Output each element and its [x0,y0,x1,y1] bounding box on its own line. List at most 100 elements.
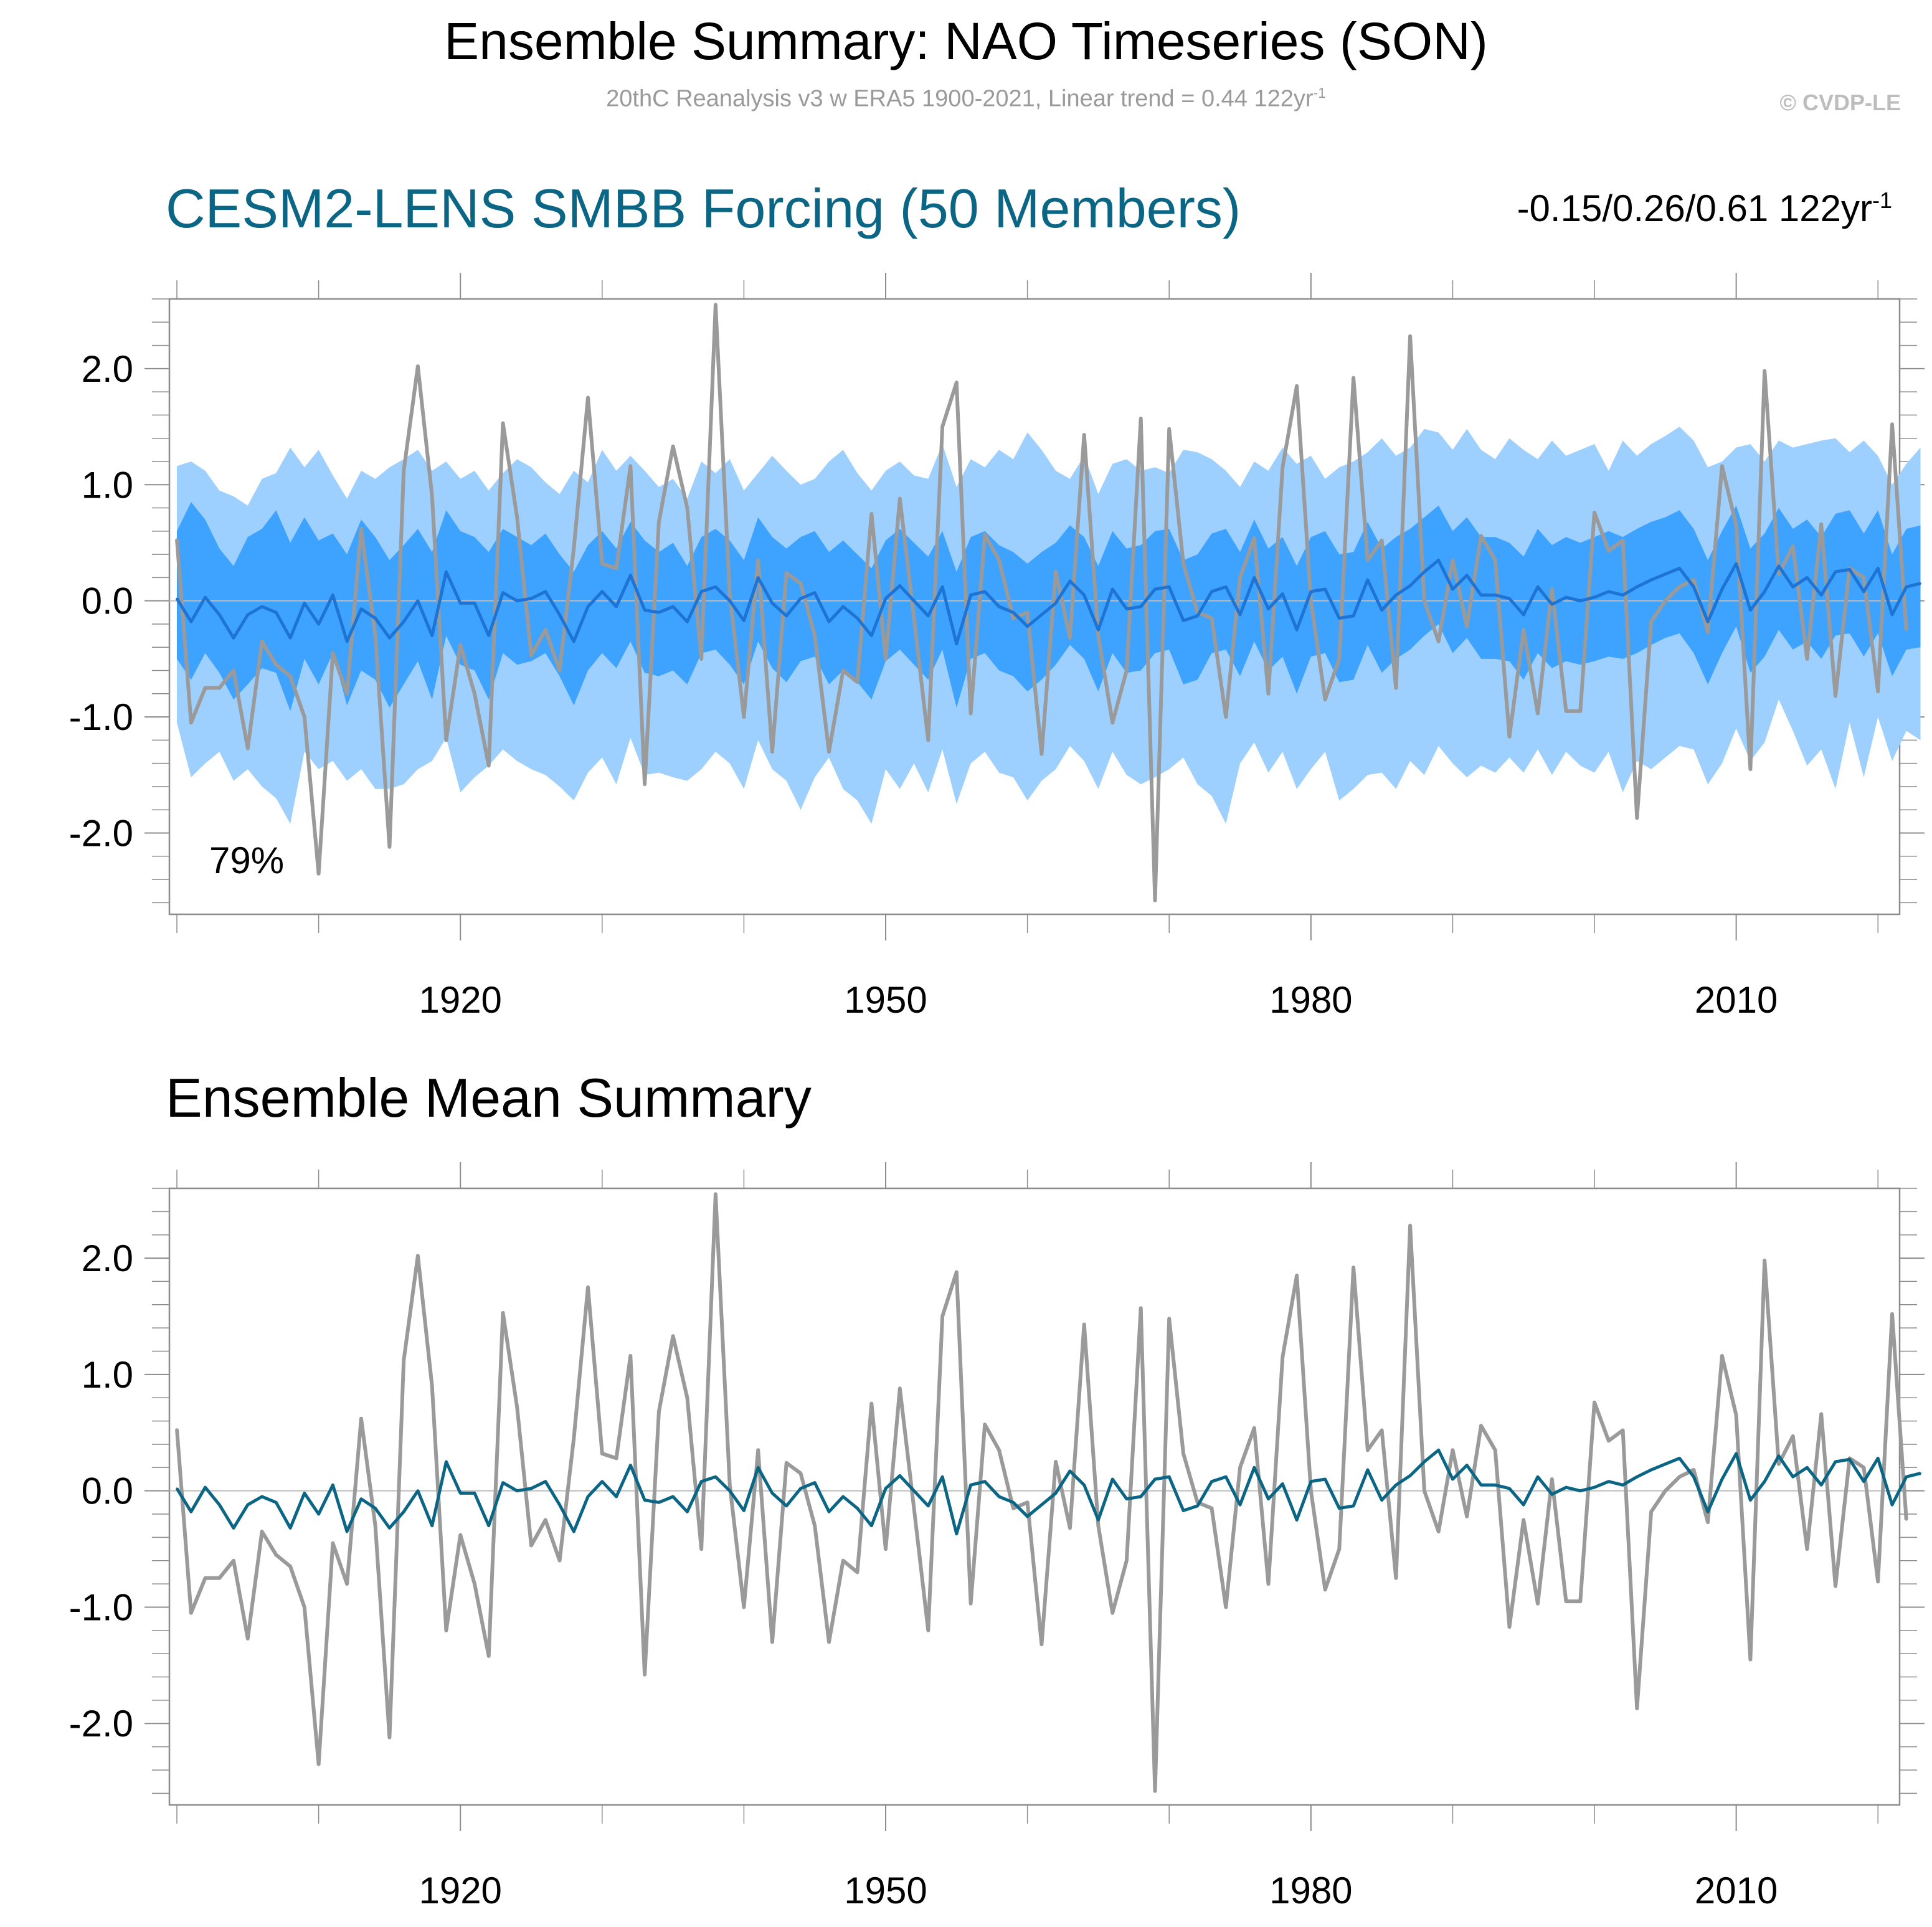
panel2-ensemble-mean-line-point [1295,1518,1298,1521]
panel1-observations-line-point [1338,658,1340,660]
panel2-observations-line-point [828,1641,830,1643]
panel1-ensemble-mean-line-point [1125,608,1128,610]
panel1-ensemble-mean-line-point [941,585,944,588]
panel2-ensemble-mean-line-point [813,1482,816,1484]
panel1-observations-line-point [204,686,207,689]
panel1-observations-line-point [643,783,646,785]
panel2-ensemble-mean-line-point [530,1487,533,1490]
panel1-ensemble-mean-line-point [1749,609,1751,612]
panel2-ensemble-mean-line-point [1267,1498,1270,1500]
panel1-ensemble-mean-line-point [190,620,192,623]
panel1-observations-line-point [1451,559,1454,561]
panel1-observations-line-point [1026,611,1029,613]
panel2-ensemble-mean-line-point [714,1475,717,1478]
panel2-observations-line-point [1040,1643,1043,1645]
panel1-observations-line-point [374,635,377,637]
panel2-observations-line-point [1806,1548,1808,1550]
panel1-ensemble-mean-line-point [1040,613,1043,616]
panel2-observations-line-point [318,1763,320,1766]
panel1-observations-line-point [1551,588,1553,590]
panel1-ensemble-mean-line-point [1295,628,1298,631]
panel2-ensemble-mean-line-point [247,1503,249,1506]
trend-range-text: -0.15/0.26/0.61 122yr [1517,187,1872,229]
panel1-observations-line-point [1721,465,1723,467]
panel2-ensemble-mean-line-point [1862,1480,1865,1483]
panel1-ensemble-mean-line-point [1849,568,1851,571]
panel1-ensemble-mean-line-point [1692,585,1695,588]
panel1-ensemble-mean-line-point [742,619,745,622]
panel1-ensemble-mean-line-point [1451,588,1454,590]
panel2-observations-line-point [1140,1307,1142,1309]
panel2-observations-line-point [488,1655,490,1657]
panel2-ensemble-mean-line-point [1026,1515,1029,1518]
panel2-ensemble-mean-line-point [289,1527,291,1529]
panel2-observations-line-point [1211,1507,1213,1510]
panel2-ensemble-mean-line-point [1877,1457,1879,1459]
panel1-ensemble-mean-line-point [1806,576,1808,579]
panel1-ensemble-mean-line-point [856,617,858,620]
panel1-observations-line-point [318,873,320,875]
panel2-ensemble-mean-line-point [1069,1470,1071,1472]
panel1-ensemble-mean-line-point [1012,611,1015,613]
panel1-ensemble-mean-line-point [1920,582,1922,585]
panel2-observations-line-point [1622,1429,1624,1432]
panel2-observations-line-point [1905,1518,1908,1521]
panel2-ensemble-mean-line-point [559,1503,561,1506]
panel1-observations-line-point [1763,370,1766,372]
panel1-ensemble-mean-line-point [1862,590,1865,593]
panel2-observations-line-point [431,1385,433,1388]
panel2-ensemble-mean-line-point [629,1464,632,1467]
panel2-observations-line-point [1877,1580,1879,1583]
panel1-ensemble-mean-line-point [303,602,306,604]
panel2-observations-line-point [1182,1452,1185,1455]
panel1-ensemble-mean-line-point [431,635,433,637]
panel2-ensemble-mean-line-point [1395,1484,1397,1486]
panel1-ensemble-mean-line-point [1366,579,1369,581]
panel2-observations-line-point [402,1359,405,1361]
panel1-observations-line-point [615,567,618,569]
panel2-ensemble-mean-line-point [1012,1501,1015,1503]
panel1-ensemble-mean-line-point [629,574,632,577]
panel2-ensemble-mean-line-point [1707,1510,1709,1513]
panel2-observations-line-point [856,1571,858,1573]
panel2-ensemble-mean-line-point [190,1510,192,1513]
panel2-ensemble-mean-line-point [785,1505,788,1507]
panel2-y-tick-label: -1.0 [69,1586,133,1628]
panel2-ensemble-mean-line-point [360,1498,362,1500]
panel1-observations-line-point [530,654,533,656]
panel2-observations-line-point [1437,1530,1440,1533]
panel1-ensemble-mean-line-point [488,635,490,637]
panel1-ensemble-mean-line-point [417,600,419,602]
panel2-observations-line-point [1423,1490,1426,1492]
panel1-x-tick-label: 1920 [419,979,501,1021]
panel2-observations-line-point [176,1428,178,1431]
panel2-ensemble-mean-line-point [1565,1486,1568,1489]
panel2-ensemble-mean-line-point [374,1507,377,1510]
panel2-observations-line-point [899,1387,901,1390]
panel2-ensemble-mean-line-point [1338,1507,1340,1510]
panel1-ensemble-mean-line-point [1140,605,1142,608]
panel1-observations-line-point [700,658,703,660]
panel1-observations-line-point [601,562,604,565]
panel1-ensemble-mean-line-point [247,613,249,616]
panel1-ensemble-mean-line-point [1196,615,1199,617]
panel1-ensemble-mean-line-point [1395,594,1397,596]
panel1-ensemble-mean-line-point [1423,571,1426,573]
panel1-observations-line-point [176,538,178,541]
panel1-observations-line-point [417,365,419,367]
panel2-ensemble-mean-line-point [729,1490,731,1492]
panel1-observations-line-point [757,559,759,561]
panel2-observations-line-point [1069,1527,1071,1529]
panel1-observations-line-point [1168,428,1170,430]
panel1-x-tick-label: 1950 [844,979,927,1021]
panel2-observations-line-point [1466,1515,1468,1518]
panel1-ensemble-mean-line-point [1721,588,1723,590]
panel2-observations-line-point [686,1396,688,1399]
panel1-observations-line-point [1792,545,1794,547]
panel2-ensemble-mean-line-point [998,1495,1000,1498]
panel1-observations-line-point [1352,377,1355,379]
panel1-observations-line-point [431,495,433,498]
panel2-ensemble-mean-line-point [1224,1475,1227,1478]
panel1-ensemble-mean-line-point [983,590,986,593]
